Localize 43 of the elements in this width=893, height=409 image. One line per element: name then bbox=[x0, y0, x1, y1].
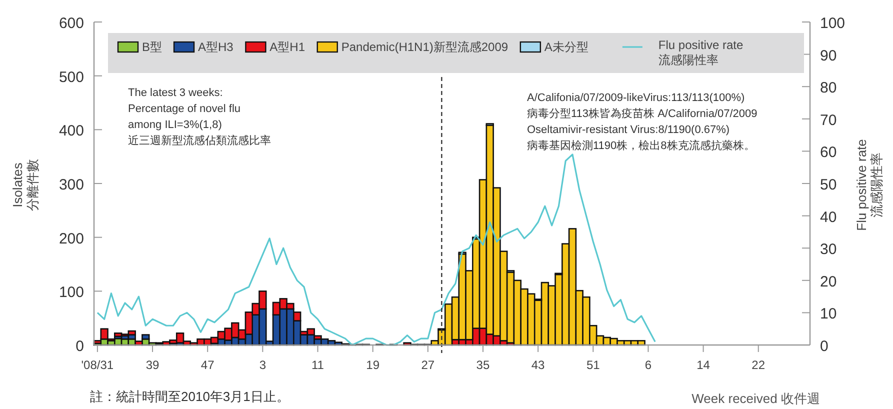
y-tick-label: 200 bbox=[58, 230, 84, 248]
x-tick-label: 14 bbox=[696, 358, 710, 372]
x-tick-label: 51 bbox=[586, 358, 600, 372]
legend-label: Flu positive rate 流感陽性率 bbox=[658, 38, 744, 67]
y2-tick-label: 60 bbox=[820, 144, 837, 162]
legend-label: Pandemic(H1N1)新型流感2009 bbox=[341, 40, 508, 54]
x-tick-label: 22 bbox=[752, 358, 766, 372]
legend-label: B型 bbox=[142, 40, 162, 54]
y2-tick-label: 0 bbox=[820, 338, 828, 355]
x-tick-label: '08/31 bbox=[81, 358, 114, 372]
x-tick-label: 19 bbox=[366, 358, 380, 372]
y2-tick-label: 90 bbox=[820, 47, 837, 64]
y2-tick-label: 70 bbox=[820, 112, 837, 129]
y2-tick-label: 10 bbox=[820, 306, 837, 323]
legend-label: A型H1 bbox=[270, 40, 306, 54]
y-tick-label: 300 bbox=[58, 176, 84, 194]
x-tick-label: 27 bbox=[421, 358, 435, 372]
y2-tick-label: 100 bbox=[820, 15, 846, 32]
y2-tick-label: 50 bbox=[820, 176, 837, 194]
y-tick-label: 0 bbox=[76, 338, 84, 355]
text: 註：統計時間至2010年3月1日止。 bbox=[90, 389, 290, 404]
x-tick-label: 11 bbox=[312, 358, 324, 372]
y2-tick-label: 30 bbox=[820, 241, 837, 258]
x-tick-label: 6 bbox=[644, 358, 652, 372]
x-tick-label: 43 bbox=[531, 358, 546, 372]
x-tick-label: 47 bbox=[200, 358, 215, 372]
annotation: The latest 3 weeks: Percentage of novel flu among ILI=3%(1,8) 近三週新型流感佔類流感比率 bbox=[128, 87, 271, 147]
legend-label: A型H3 bbox=[198, 40, 234, 54]
x-tick-label: 35 bbox=[476, 358, 490, 372]
y-axis-title: Isolates 分離件數 bbox=[10, 159, 40, 211]
legend-label: A未分型 bbox=[544, 40, 588, 54]
y2-tick-label: 40 bbox=[820, 208, 837, 226]
y2-axis-title: Flu positive rate 流感陽性率 bbox=[854, 139, 884, 231]
y-tick-label: 500 bbox=[58, 68, 84, 86]
y-tick-label: 400 bbox=[58, 122, 84, 140]
y2-tick-label: 80 bbox=[820, 80, 837, 97]
x-tick-label: 3 bbox=[259, 358, 266, 372]
x-axis-title: Week received 收件週 bbox=[692, 391, 820, 406]
y-tick-label: 100 bbox=[58, 284, 84, 302]
y-tick-label: 600 bbox=[58, 15, 84, 32]
annotation: A/Califonia/07/2009-likeVirus:113/113(100%) 病毒分型113株皆為疫苗株 A/California/07/2009 Oseltamivir-resistant Virus:8/1190(0.67%) 病毒基因檢測1190株，檢出8株克流感抗藥株。 bbox=[527, 92, 758, 152]
y2-tick-label: 20 bbox=[820, 273, 837, 290]
x-tick-label: 39 bbox=[146, 358, 160, 372]
